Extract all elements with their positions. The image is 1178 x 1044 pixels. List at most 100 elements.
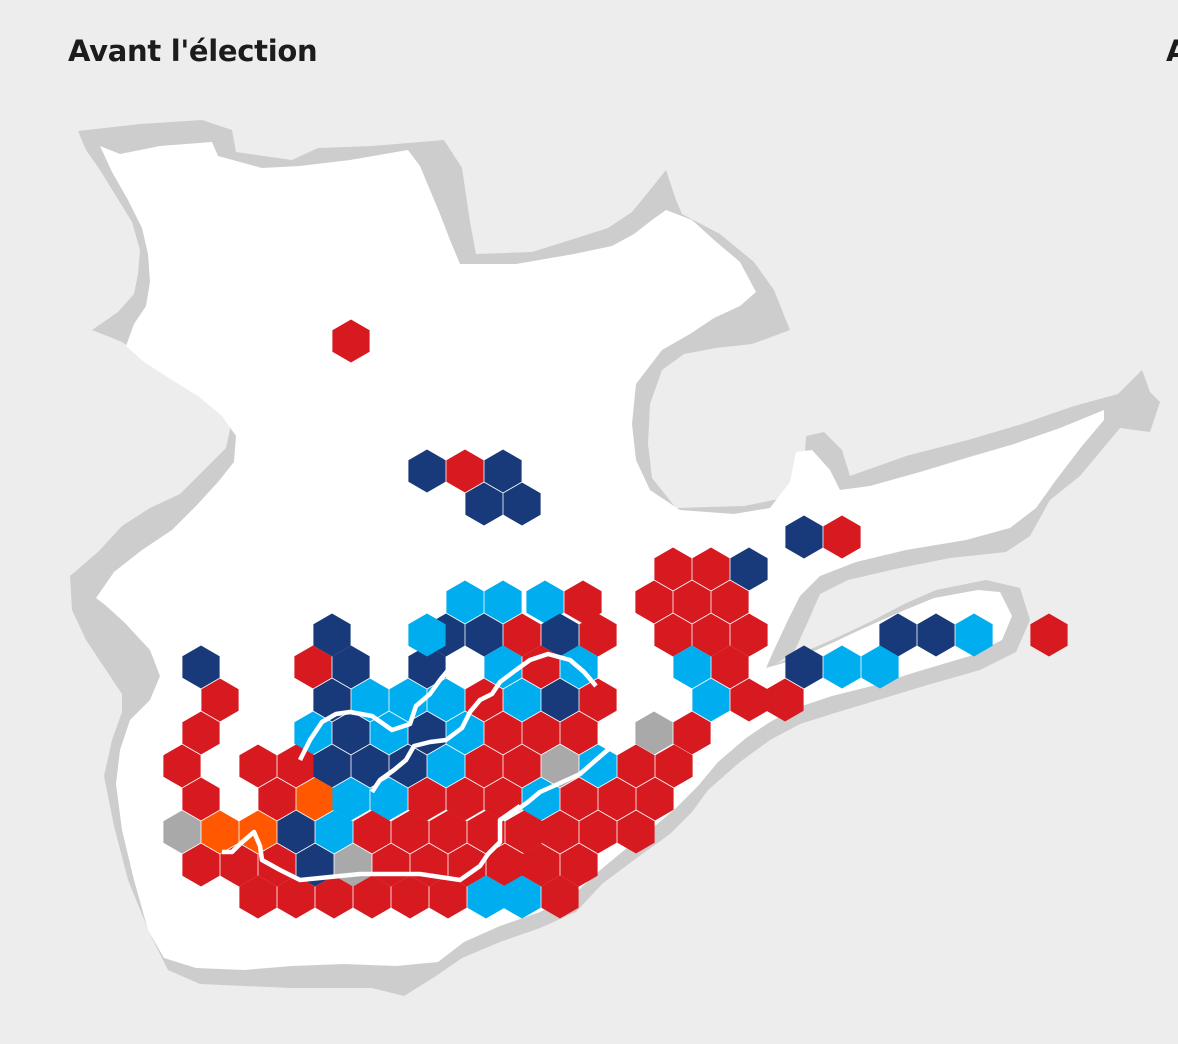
riding-hex: [579, 613, 617, 657]
riding-hex: [313, 678, 351, 722]
riding-hex: [277, 744, 315, 788]
riding-hex: [446, 777, 484, 821]
riding-hex: [785, 515, 823, 559]
riding-hex: [465, 744, 503, 788]
riding-hex: [486, 843, 524, 887]
riding-hex: [313, 613, 351, 657]
riding-hex: [617, 810, 655, 854]
montreal-boundary: [222, 804, 522, 883]
riding-hex: [448, 843, 486, 887]
riding-hex: [673, 711, 711, 755]
riding-hex: [861, 645, 899, 689]
riding-hex: [277, 875, 315, 919]
riding-hex: [370, 777, 408, 821]
riding-hex: [1030, 613, 1068, 657]
riding-hex: [711, 645, 749, 689]
riding-hex: [541, 810, 579, 854]
riding-hex: [505, 810, 543, 854]
riding-hex: [182, 711, 220, 755]
riding-hex: [391, 810, 429, 854]
riding-hex: [579, 678, 617, 722]
riding-hex: [617, 744, 655, 788]
riding-hex: [239, 744, 277, 788]
riding-hex: [503, 875, 541, 919]
riding-hex: [429, 875, 467, 919]
riding-hex: [579, 744, 617, 788]
riding-hex: [484, 449, 522, 493]
riding-hex: [879, 613, 917, 657]
riding-hex: [522, 843, 560, 887]
riding-hex: [408, 645, 446, 689]
riding-hex: [296, 777, 334, 821]
riding-hex: [636, 777, 674, 821]
riding-hex: [503, 613, 541, 657]
laval-boundary: [297, 651, 477, 762]
riding-hex: [427, 678, 465, 722]
riding-hex: [315, 810, 353, 854]
riding-hex: [446, 449, 484, 493]
riding-hex: [955, 613, 993, 657]
riding-hex: [351, 744, 389, 788]
riding-hex: [766, 678, 804, 722]
riding-hex: [692, 613, 730, 657]
riding-hex: [541, 678, 579, 722]
riding-hex: [201, 810, 239, 854]
riding-hex: [408, 449, 446, 493]
riding-hex: [823, 515, 861, 559]
riding-hex: [389, 678, 427, 722]
riding-hex: [730, 678, 768, 722]
riding-hex: [239, 875, 277, 919]
quebec-boundary: [498, 718, 633, 822]
riding-hex: [503, 678, 541, 722]
riding-hexagons: [163, 319, 1068, 919]
riding-hex: [446, 711, 484, 755]
riding-hex: [465, 613, 503, 657]
riding-hex: [673, 580, 711, 624]
riding-hex: [332, 319, 370, 363]
riding-hex: [560, 843, 598, 887]
riding-hex: [673, 645, 711, 689]
riding-hex: [408, 613, 446, 657]
riding-hex: [351, 678, 389, 722]
riding-hex: [560, 777, 598, 821]
riding-hex: [484, 580, 522, 624]
riding-hex: [429, 810, 467, 854]
riding-hex: [408, 777, 446, 821]
riding-hex: [332, 645, 370, 689]
riding-hex: [353, 810, 391, 854]
riding-hex: [446, 580, 484, 624]
riding-hex: [917, 613, 955, 657]
next-panel-title: A: [1166, 34, 1178, 68]
riding-hex: [389, 744, 427, 788]
riding-hex: [182, 645, 220, 689]
riding-hex: [467, 810, 505, 854]
longueuil-boundary: [370, 651, 598, 794]
riding-hex: [465, 482, 503, 526]
riding-hex: [182, 843, 220, 887]
riding-hex: [332, 711, 370, 755]
riding-hex: [692, 678, 730, 722]
riding-hex: [579, 810, 617, 854]
riding-hex: [560, 711, 598, 755]
riding-hex: [526, 580, 564, 624]
riding-hex: [277, 810, 315, 854]
riding-hex: [258, 777, 296, 821]
riding-hex: [711, 580, 749, 624]
riding-hex: [730, 613, 768, 657]
riding-hex: [182, 777, 220, 821]
riding-hex: [785, 645, 823, 689]
riding-hex: [654, 547, 692, 591]
riding-hex: [484, 645, 522, 689]
riding-hex: [332, 777, 370, 821]
riding-hex: [522, 711, 560, 755]
riding-hex: [315, 875, 353, 919]
riding-hex: [294, 645, 332, 689]
riding-hex: [541, 875, 579, 919]
riding-hex: [427, 744, 465, 788]
riding-hex: [201, 678, 239, 722]
riding-hex: [635, 580, 673, 624]
riding-hex: [692, 547, 730, 591]
riding-hex: [598, 777, 636, 821]
riding-hex: [353, 875, 391, 919]
